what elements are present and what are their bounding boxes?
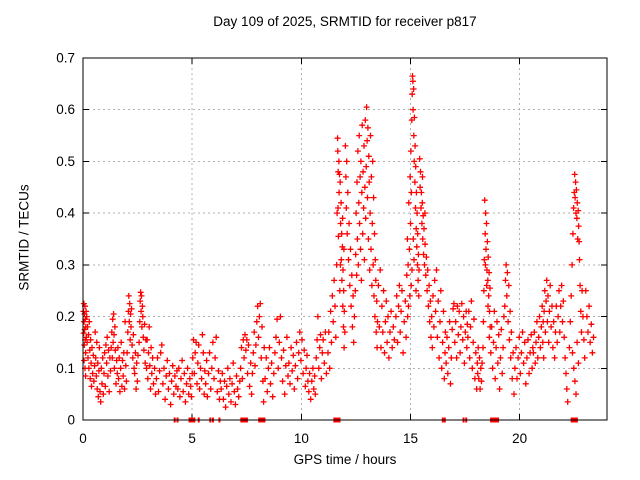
tick-marks — [82, 57, 607, 421]
x-axis-label: GPS time / hours — [293, 452, 397, 467]
x-tick-label: 15 — [403, 431, 418, 446]
y-tick-label: 0 — [67, 413, 75, 428]
x-tick-label: 5 — [188, 431, 196, 446]
y-tick-label: 0.2 — [56, 309, 75, 324]
scatter-points — [80, 73, 597, 411]
chart-title: Day 109 of 2025, SRMTID for receiver p81… — [213, 14, 477, 29]
plot-border — [82, 57, 608, 421]
data-point-crosses — [80, 73, 597, 411]
gridlines — [83, 58, 607, 420]
y-tick-label: 0.4 — [56, 206, 75, 221]
y-tick-labels: 0 0.1 0.2 0.3 0.4 0.5 0.6 0.7 — [56, 51, 75, 428]
x-tick-label: 10 — [294, 431, 309, 446]
y-tick-label: 0.3 — [56, 257, 75, 272]
x-tick-label: 0 — [79, 431, 87, 446]
y-tick-label: 0.6 — [56, 102, 75, 117]
y-tick-label: 0.5 — [56, 154, 75, 169]
x-tick-label: 20 — [512, 431, 527, 446]
x-tick-labels: 0 5 10 15 20 — [79, 431, 527, 446]
y-tick-label: 0.7 — [56, 51, 75, 66]
y-tick-label: 0.1 — [56, 361, 75, 376]
